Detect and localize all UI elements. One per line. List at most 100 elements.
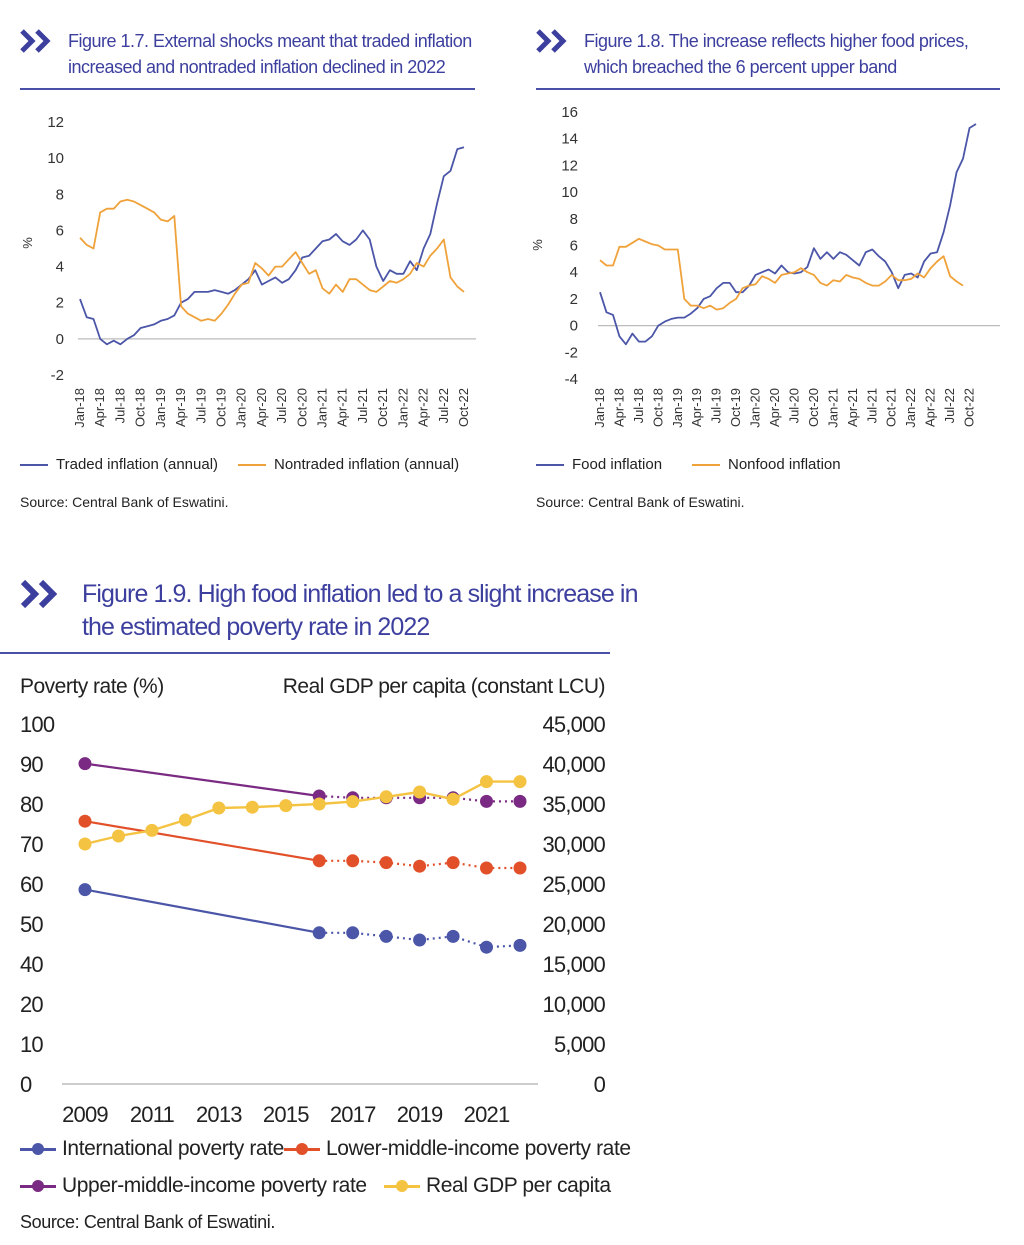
data-point <box>78 757 92 771</box>
legend-label: Traded inflation (annual) <box>56 456 219 473</box>
legend-label: Food inflation <box>572 456 663 473</box>
x-tick-label: Oct-20 <box>294 388 309 427</box>
x-tick-label: 2009 <box>62 1102 108 1127</box>
left-axis-title: Poverty rate (%) <box>20 675 164 698</box>
title-rule <box>20 88 475 90</box>
y-tick-label: 12 <box>561 157 578 174</box>
y-tick-label: 12 <box>47 114 64 131</box>
y-tick-label: 14 <box>561 131 578 148</box>
y-tick-label: 10 <box>47 150 64 167</box>
data-point <box>413 933 427 947</box>
right-y-tick-label: 35,000 <box>543 792 606 817</box>
data-point <box>346 926 360 940</box>
right-y-tick-label: 30,000 <box>543 832 606 857</box>
traded-nontraded-inflation-chart: -2 0 2 4 6 8 10 12% Jan-18 Apr-18 Jul-18 Oct-18 Jan-… <box>20 114 476 428</box>
data-point <box>312 854 326 868</box>
x-tick-label: Apr-19 <box>173 388 188 427</box>
data-point <box>446 929 460 943</box>
x-tick-label: Oct-21 <box>884 388 899 427</box>
right-y-tick-label: 25,000 <box>543 872 606 897</box>
data-point <box>480 794 493 808</box>
data-point <box>212 801 226 815</box>
x-tick-label: Oct-20 <box>806 388 821 427</box>
double-chevron-icon <box>20 579 58 609</box>
y-tick-label: 8 <box>570 211 578 228</box>
x-tick-label: 2019 <box>397 1102 443 1127</box>
figure-1-7: Figure 1.7. External shocks meant that t… <box>0 0 512 540</box>
data-point <box>480 775 493 789</box>
data-point <box>78 883 92 897</box>
x-tick-label: 2013 <box>196 1102 242 1127</box>
data-point <box>513 775 527 789</box>
x-tick-label: Oct-18 <box>650 388 665 427</box>
legend-item: Nonfood inflation <box>692 456 841 473</box>
series-line <box>599 237 964 311</box>
x-tick-label: Apr-18 <box>611 388 626 427</box>
legend-item: International poverty rate <box>20 1137 284 1161</box>
x-tick-label: Jan-21 <box>315 388 330 428</box>
legend-marker <box>20 1180 56 1192</box>
y-axis-label: % <box>20 237 35 249</box>
figure-title-line: Figure 1.7. External shocks meant that t… <box>68 31 472 51</box>
data-point <box>413 785 427 799</box>
figure-title-line: which breached the 6 percent upper band <box>584 57 897 77</box>
y-tick-label: 8 <box>56 186 64 203</box>
x-tick-label: 2021 <box>464 1102 510 1127</box>
x-tick-label: Apr-20 <box>254 388 269 427</box>
right-y-tick-label: 40,000 <box>543 752 606 777</box>
x-tick-label: Jan-21 <box>825 388 840 428</box>
title-rule <box>0 652 610 654</box>
data-point <box>312 797 326 811</box>
legend-marker <box>384 1180 420 1192</box>
data-point <box>312 926 326 940</box>
data-point <box>513 861 527 875</box>
legend-label: Nonfood inflation <box>728 456 841 473</box>
y-tick-label: 4 <box>570 264 578 281</box>
data-point <box>379 929 393 943</box>
x-tick-label: Apr-18 <box>92 388 107 427</box>
x-tick-label: 2015 <box>263 1102 309 1127</box>
source-note: Source: Central Bank of Eswatini. <box>20 494 229 510</box>
legend-swatch <box>238 463 266 466</box>
x-tick-label: Jan-19 <box>670 388 685 428</box>
left-y-tick-label: 90 <box>20 752 43 777</box>
legend-swatch <box>536 463 564 466</box>
x-tick-label: Apr-22 <box>923 388 938 427</box>
x-tick-label: Jul-21 <box>355 388 370 423</box>
data-point <box>413 859 427 873</box>
data-point <box>480 940 493 954</box>
x-tick-label: Jan-18 <box>592 388 607 428</box>
x-tick-label: Apr-22 <box>416 388 431 427</box>
left-y-tick-label: 0 <box>20 1072 32 1097</box>
legend-label: Upper-middle-income poverty rate <box>62 1174 367 1197</box>
data-point <box>245 800 259 814</box>
left-y-tick-label: 10 <box>20 1032 43 1057</box>
data-point <box>78 837 92 851</box>
y-tick-label: 6 <box>570 238 578 255</box>
legend-marker <box>20 1143 56 1155</box>
source-note: Source: Central Bank of Eswatini. <box>536 494 745 510</box>
x-tick-label: Oct-22 <box>962 388 977 427</box>
legend-label: Lower-middle-income poverty rate <box>326 1137 631 1160</box>
left-y-tick-label: 50 <box>20 912 43 937</box>
x-tick-label: Apr-21 <box>845 388 860 427</box>
x-tick-label: Jul-19 <box>709 388 724 423</box>
data-point <box>379 856 393 870</box>
figure-title-line: Figure 1.9. High food inflation led to a… <box>82 580 638 608</box>
legend-item: Traded inflation (annual) <box>20 456 218 473</box>
legend-item: Lower-middle-income poverty rate <box>284 1137 631 1161</box>
x-tick-label: Jan-20 <box>234 388 249 428</box>
x-tick-label: Jan-22 <box>903 388 918 428</box>
data-point <box>513 794 527 808</box>
right-y-tick-label: 5,000 <box>554 1032 606 1057</box>
y-tick-label: 10 <box>561 184 578 201</box>
legend-swatch <box>692 463 720 466</box>
x-tick-label: Jan-19 <box>153 388 168 428</box>
y-tick-label: 0 <box>570 318 578 335</box>
legend-item: Upper-middle-income poverty rate <box>20 1174 367 1198</box>
y-tick-label: 2 <box>56 295 64 312</box>
legend-label: Nontraded inflation (annual) <box>274 456 460 473</box>
x-tick-label: Apr-19 <box>689 388 704 427</box>
source-note: Source: Central Bank of Eswatini. <box>20 1212 275 1232</box>
legend-item: Food inflation <box>536 456 662 473</box>
